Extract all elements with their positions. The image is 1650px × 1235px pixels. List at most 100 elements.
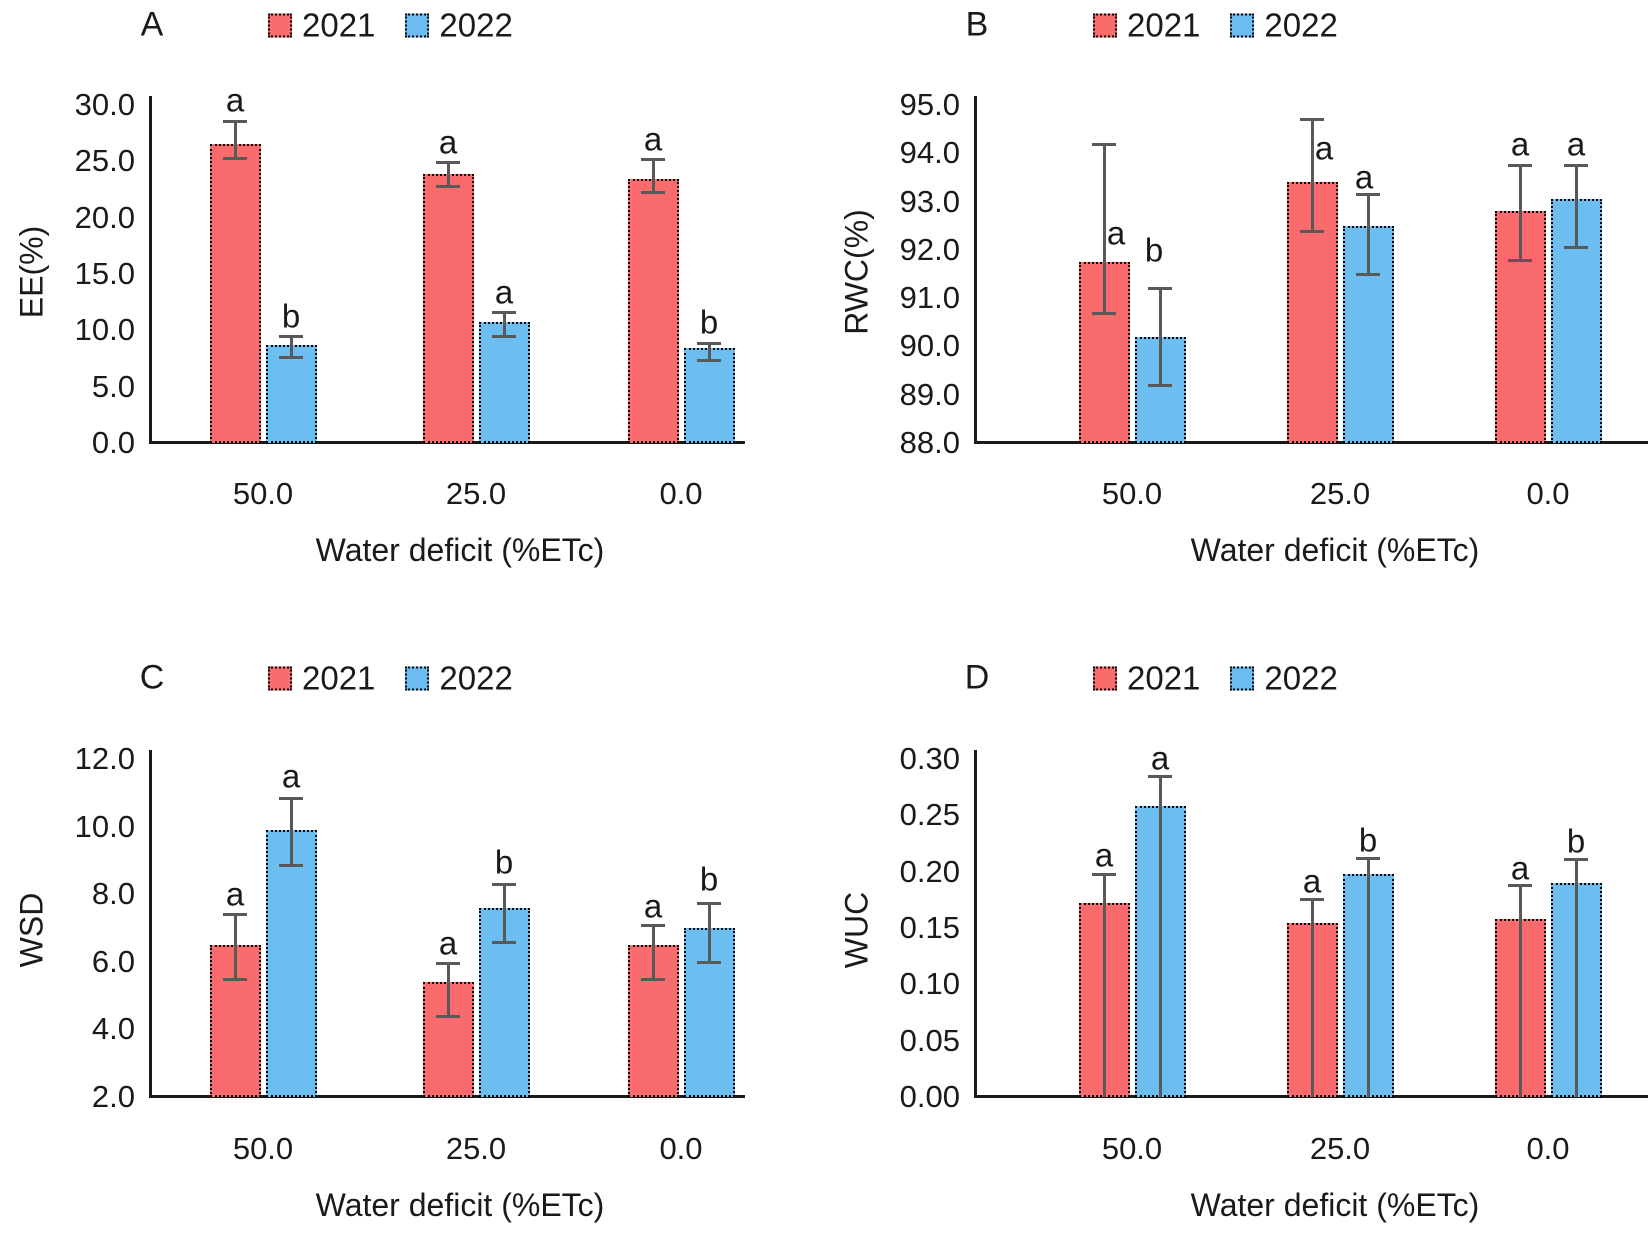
y-axis-line (974, 750, 977, 1098)
significance-letter: a (438, 924, 458, 962)
error-bar-cap-bottom (1356, 273, 1380, 276)
error-bar-line (707, 342, 711, 360)
error-bar-cap-top (1508, 164, 1532, 168)
legend: 2021 2022 (268, 9, 543, 42)
significance-letter: a (1106, 214, 1126, 252)
y-tick-label: 10.0 (74, 808, 135, 844)
y-tick-label: 0.00 (899, 1079, 960, 1114)
bar-2022-25.0 (1342, 225, 1394, 443)
error-bar-cap-top (1148, 774, 1172, 778)
significance-letter: a (1302, 862, 1322, 900)
error-bar-cap-top (641, 158, 665, 162)
error-bar-cap-bottom (1092, 311, 1116, 315)
y-tick-label: 15.0 (74, 256, 135, 291)
legend-swatch-2021 (1093, 13, 1117, 37)
y-tick-label: 0.30 (899, 741, 960, 776)
bar-2022-0.0 (683, 348, 735, 443)
panel-title: D (964, 658, 990, 697)
error-bar-line (1574, 859, 1578, 1097)
y-tick-label: 93.0 (899, 183, 960, 219)
error-bar-cap-bottom (223, 156, 247, 160)
error-bar-cap-bottom (641, 190, 665, 194)
error-bar-line (502, 311, 506, 336)
error-bar-cap-top (641, 923, 665, 927)
error-bar-line (233, 914, 237, 979)
significance-letter: a (643, 120, 663, 158)
significance-letter: a (438, 123, 458, 161)
error-bar-cap-bottom (641, 977, 665, 981)
legend-label-2022: 2022 (1264, 6, 1338, 44)
bar-2021-50.0 (209, 144, 261, 443)
x-tick-label: 25.0 (445, 476, 507, 511)
x-tick-label: 0.0 (659, 1131, 703, 1166)
error-bar-cap-top (697, 901, 721, 905)
significance-letter: a (1314, 129, 1334, 167)
error-bar-cap-top (492, 310, 516, 314)
x-tick-label: 50.0 (1101, 1131, 1163, 1166)
error-bar-cap-top (223, 913, 247, 917)
significance-letter: a (643, 887, 663, 925)
legend-label-2021: 2021 (302, 659, 376, 697)
significance-letter: a (1094, 836, 1114, 874)
legend-label-2022: 2022 (1264, 659, 1338, 697)
error-bar-line (1158, 775, 1162, 1097)
y-tick-label: 90.0 (899, 328, 960, 364)
y-tick-label: 0.25 (899, 797, 960, 833)
error-bar-cap-bottom (1148, 384, 1172, 388)
significance-letter: b (1358, 821, 1378, 859)
y-tick-label: 0.0 (91, 425, 135, 460)
error-bar-line (651, 159, 655, 192)
y-tick-label: 6.0 (91, 943, 135, 979)
x-axis-title: Water deficit (%ETc) (1190, 532, 1480, 568)
y-tick-label: 88.0 (899, 425, 960, 460)
significance-letter: b (1566, 822, 1586, 860)
x-tick-label: 0.0 (1526, 476, 1570, 511)
error-bar-line (233, 120, 237, 158)
error-bar-cap-bottom (697, 960, 721, 964)
x-tick-label: 0.0 (1526, 1131, 1570, 1166)
y-tick-label: 0.15 (899, 910, 960, 945)
y-axis-line (974, 96, 977, 444)
y-tick-label: 4.0 (91, 1011, 135, 1047)
error-bar-cap-top (1092, 872, 1116, 876)
panel-title: B (965, 5, 989, 44)
error-bar-cap-top (436, 161, 460, 165)
error-bar-cap-bottom (223, 977, 247, 981)
legend: 2021 2022 (1093, 9, 1368, 42)
error-bar-line (1518, 885, 1522, 1097)
x-tick-label: 50.0 (232, 476, 294, 511)
bar-2022-50.0 (265, 344, 317, 443)
significance-letter: a (1510, 125, 1530, 163)
error-bar-cap-top (279, 796, 303, 800)
significance-letter: a (225, 875, 245, 913)
legend-swatch-2021 (268, 13, 292, 37)
x-axis-title: Water deficit (%ETc) (1190, 1187, 1480, 1223)
error-bar-cap-top (436, 962, 460, 966)
y-tick-label: 8.0 (91, 876, 135, 912)
x-axis-title: Water deficit (%ETc) (315, 1187, 605, 1223)
x-tick-label: 50.0 (232, 1131, 294, 1166)
y-tick-label: 94.0 (899, 135, 960, 171)
y-tick-label: 25.0 (74, 143, 135, 179)
legend-swatch-2022 (1230, 666, 1255, 690)
error-bar-cap-top (492, 883, 516, 887)
legend-swatch-2021 (1093, 666, 1117, 690)
error-bar-cap-top (697, 341, 721, 345)
error-bar-cap-top (1356, 193, 1380, 197)
significance-letter: a (1566, 125, 1586, 163)
y-tick-label: 10.0 (74, 312, 135, 348)
error-bar-line (1158, 288, 1162, 386)
panel-title: C (139, 658, 165, 697)
x-axis-title: Water deficit (%ETc) (315, 532, 605, 568)
significance-letter: a (1150, 739, 1170, 777)
y-tick-label: 91.0 (899, 280, 960, 316)
panel-title: A (140, 5, 164, 44)
significance-letter: a (494, 273, 514, 311)
significance-letter: b (699, 860, 719, 898)
error-bar-cap-top (1508, 884, 1532, 888)
error-bar-line (1366, 194, 1370, 274)
error-bar-line (1366, 858, 1370, 1097)
legend-label-2021: 2021 (1127, 659, 1201, 697)
legend-swatch-2022 (405, 666, 430, 690)
